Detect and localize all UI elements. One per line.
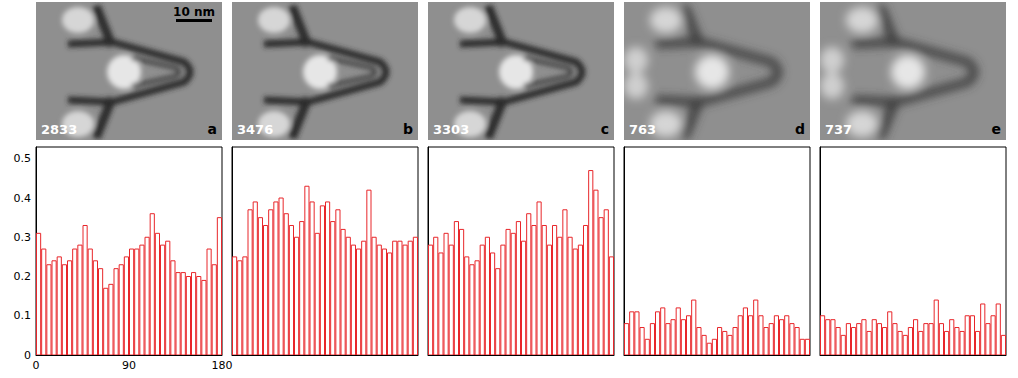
svg-text:3303: 3303 xyxy=(433,122,469,137)
svg-text:0: 0 xyxy=(33,359,40,372)
svg-text:b: b xyxy=(403,121,413,137)
svg-text:10 nm: 10 nm xyxy=(173,5,215,19)
svg-text:3476: 3476 xyxy=(237,122,273,137)
svg-text:a: a xyxy=(208,121,217,137)
svg-text:0.2: 0.2 xyxy=(14,270,32,283)
svg-text:0.5: 0.5 xyxy=(14,152,32,165)
svg-text:180: 180 xyxy=(212,359,233,372)
svg-text:e: e xyxy=(992,121,1002,137)
svg-text:0.1: 0.1 xyxy=(14,309,32,322)
svg-text:2833: 2833 xyxy=(41,122,77,137)
svg-text:c: c xyxy=(601,121,609,137)
svg-text:d: d xyxy=(795,121,805,137)
svg-text:90: 90 xyxy=(122,359,136,372)
svg-text:0.4: 0.4 xyxy=(14,192,32,205)
svg-text:0.3: 0.3 xyxy=(14,231,32,244)
svg-text:763: 763 xyxy=(629,122,656,137)
svg-text:737: 737 xyxy=(825,122,852,137)
svg-text:0: 0 xyxy=(24,349,31,362)
